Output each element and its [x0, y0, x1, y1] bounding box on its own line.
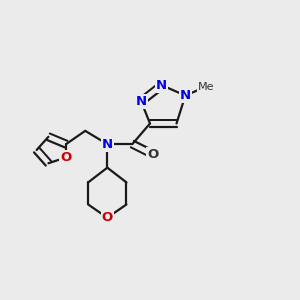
Text: Me: Me	[198, 82, 214, 92]
Text: O: O	[147, 148, 159, 161]
Text: N: N	[102, 138, 113, 151]
Text: N: N	[180, 89, 191, 102]
Text: N: N	[156, 79, 167, 92]
Text: O: O	[61, 151, 72, 164]
Text: O: O	[102, 211, 113, 224]
Text: N: N	[136, 95, 147, 108]
